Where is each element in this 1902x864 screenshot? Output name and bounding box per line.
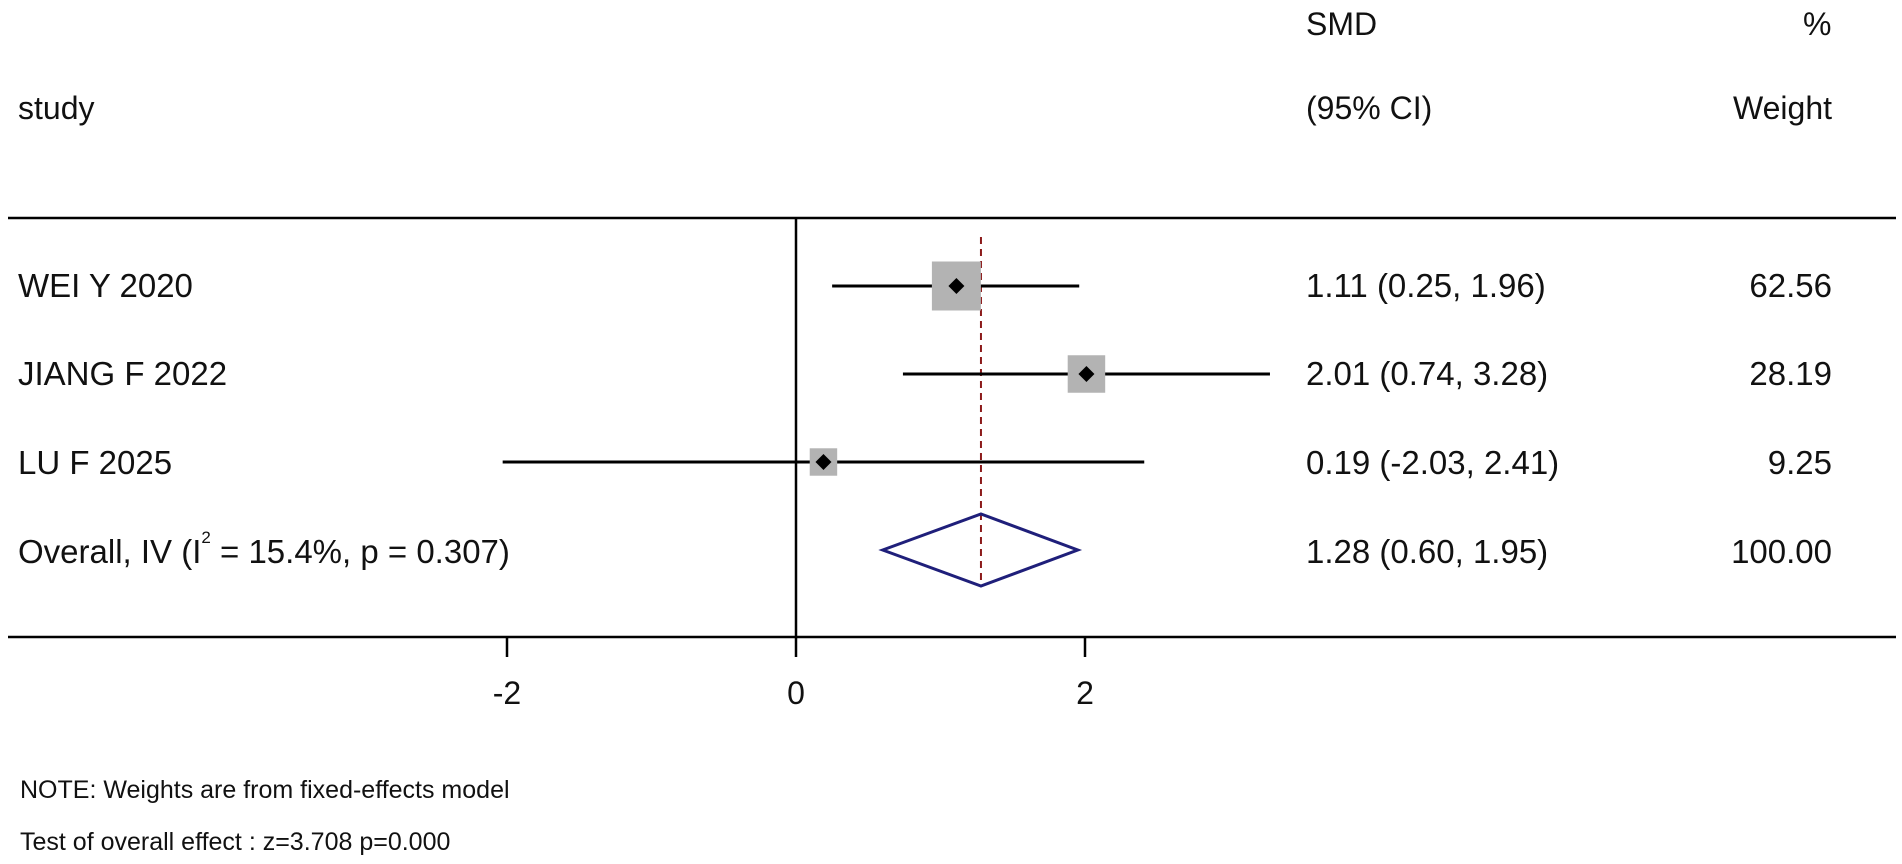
study-name-wei: WEI Y 2020	[18, 267, 193, 304]
note-overall-test: Test of overall effect : z=3.708 p=0.000	[20, 828, 451, 856]
note-weights: NOTE: Weights are from fixed-effects mod…	[20, 776, 510, 804]
point-estimate-wei-y-2020	[948, 278, 965, 294]
study-weight-wei: 62.56	[1749, 267, 1832, 304]
x-tick-label-2: 2	[1076, 675, 1094, 711]
study-name-jiang: JIANG F 2022	[18, 355, 228, 392]
overall-weight: 100.00	[1731, 533, 1832, 570]
overall-label-prefix: Overall, IV (I	[18, 533, 202, 570]
study-weight-jiang: 28.19	[1749, 355, 1832, 392]
study-name-lu: LU F 2025	[18, 444, 173, 481]
overall-ci: 1.28 (0.60, 1.95)	[1306, 533, 1549, 570]
x-tick-label-0: -2	[493, 675, 521, 711]
overall-label: Overall, IV (I2 = 15.4%, p = 0.307)	[18, 529, 510, 570]
study-ci-wei: 1.11 (0.25, 1.96)	[1306, 267, 1546, 304]
study-header: study	[18, 90, 95, 126]
study-weight-lu: 9.25	[1767, 444, 1832, 481]
overall-label-suffix: = 15.4%, p = 0.307)	[210, 533, 510, 570]
study-ci-lu: 0.19 (-2.03, 2.41)	[1306, 444, 1560, 481]
overall-diamond	[878, 512, 1083, 588]
percent-header: %	[1803, 6, 1832, 42]
ci-header: (95% CI)	[1306, 90, 1433, 126]
point-estimate-lu-f-2025	[815, 454, 832, 470]
point-estimate-jiang-f-2022	[1078, 366, 1095, 382]
x-tick-label-1: 0	[787, 675, 805, 711]
study-ci-jiang: 2.01 (0.74, 3.28)	[1306, 355, 1549, 392]
weight-header: Weight	[1732, 90, 1832, 126]
overall-label-superscript: 2	[201, 528, 211, 547]
smd-header: SMD	[1306, 6, 1378, 42]
